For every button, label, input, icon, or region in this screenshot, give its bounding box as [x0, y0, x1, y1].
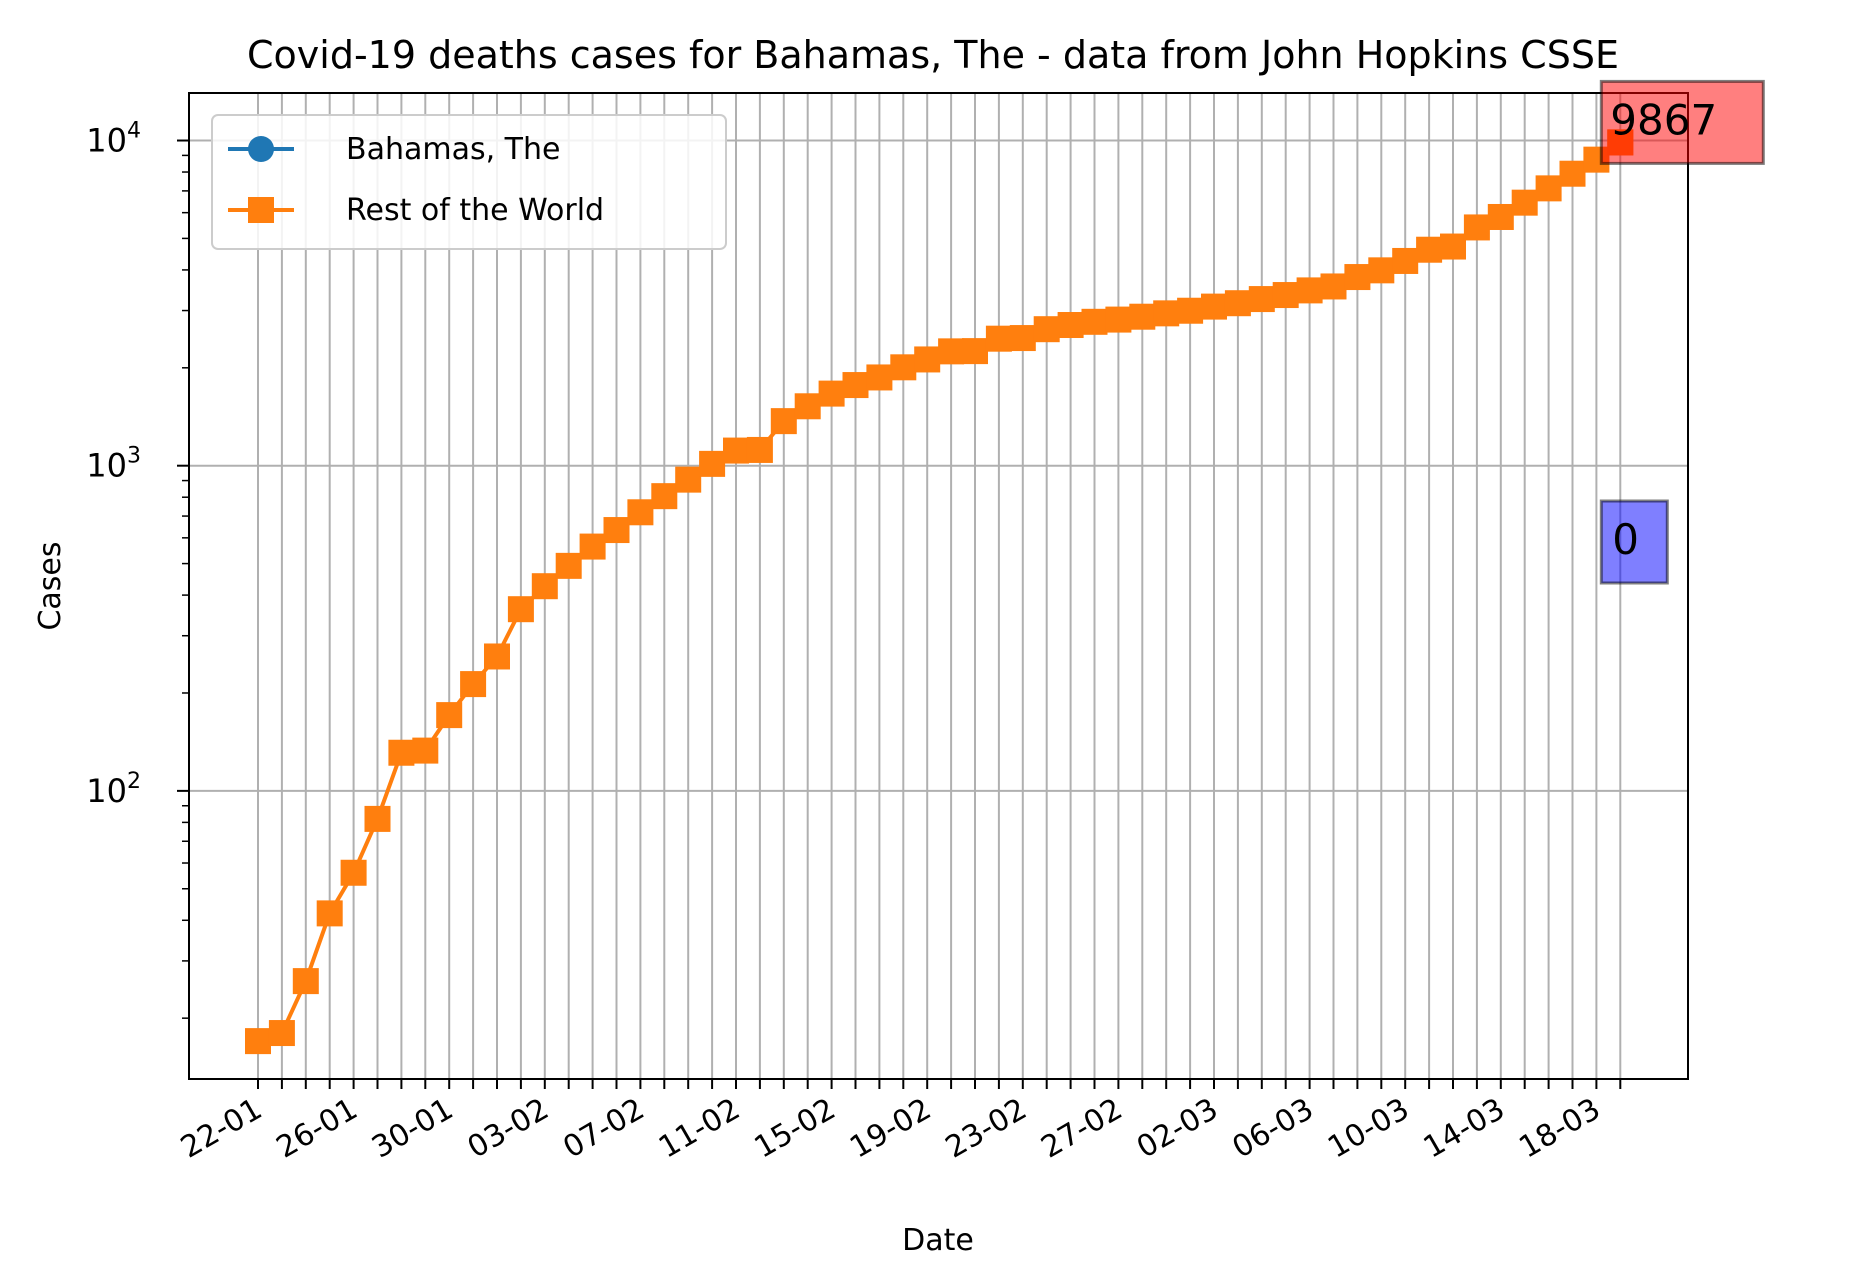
data-point-rest-of-world: [531, 573, 558, 600]
legend-label-bahamas: Bahamas, The: [346, 132, 560, 167]
data-point-rest-of-world: [1296, 277, 1323, 304]
plot-frame: [188, 92, 1689, 1080]
data-point-rest-of-world: [388, 739, 415, 766]
y-tick-label: 102: [86, 769, 141, 810]
data-point-rest-of-world: [1081, 308, 1108, 335]
data-point-rest-of-world: [962, 338, 988, 365]
data-point-rest-of-world: [651, 483, 678, 510]
data-point-rest-of-world: [1511, 189, 1538, 216]
data-point-rest-of-world: [316, 900, 343, 927]
data-point-rest-of-world: [460, 671, 487, 698]
grid: [189, 93, 1688, 1079]
data-point-rest-of-world: [1463, 214, 1490, 241]
data-point-rest-of-world: [436, 702, 463, 729]
data-point-rest-of-world: [292, 968, 319, 995]
data-point-rest-of-world: [1487, 203, 1514, 230]
data-point-rest-of-world: [555, 552, 582, 579]
data-point-rest-of-world: [1392, 247, 1419, 274]
data-point-rest-of-world: [268, 1020, 295, 1047]
data-point-rest-of-world: [1248, 286, 1275, 313]
data-point-rest-of-world: [627, 499, 654, 526]
legend: Bahamas, The Rest of the World: [211, 114, 727, 250]
data-point-rest-of-world: [1105, 306, 1132, 333]
data-point-rest-of-world: [723, 437, 749, 464]
chart-title: Covid-19 deaths cases for Bahamas, The -…: [247, 33, 1619, 77]
data-point-rest-of-world: [794, 393, 821, 420]
data-point-rest-of-world: [1368, 257, 1395, 284]
data-point-rest-of-world: [842, 372, 869, 399]
y-tick-label: 104: [86, 119, 141, 160]
y-tick-label: 103: [86, 444, 141, 485]
data-point-rest-of-world: [603, 517, 630, 544]
annotation-box-bahamas: [1599, 499, 1669, 585]
legend-frame: [211, 114, 727, 250]
data-point-rest-of-world: [1535, 175, 1562, 202]
data-point-rest-of-world: [818, 380, 845, 407]
last-point-rest-of-world: [1607, 129, 1634, 156]
data-point-rest-of-world: [746, 436, 773, 463]
data-point-rest-of-world: [985, 325, 1012, 352]
data-point-rest-of-world: [1559, 160, 1586, 187]
data-point-rest-of-world: [866, 364, 893, 391]
legend-label-rest-of-world: Rest of the World: [346, 193, 604, 228]
data-point-rest-of-world: [364, 805, 391, 832]
data-point-rest-of-world: [699, 450, 726, 477]
data-point-rest-of-world: [938, 338, 965, 365]
data-point-rest-of-world: [1153, 300, 1180, 327]
data-point-rest-of-world: [1057, 312, 1084, 339]
data-point-rest-of-world: [1201, 293, 1227, 320]
annotation-label-rest-of-world: 9867: [1610, 95, 1717, 144]
annotation-label-bahamas: 0: [1612, 515, 1639, 564]
y-axis-label: Cases: [33, 541, 68, 630]
series-layer: [245, 129, 1634, 1055]
x-axis-label: Date: [902, 1223, 974, 1258]
data-point-rest-of-world: [1129, 303, 1156, 330]
data-point-rest-of-world: [579, 533, 606, 560]
data-point-rest-of-world: [1033, 316, 1060, 343]
data-point-rest-of-world: [245, 1028, 271, 1055]
data-point-rest-of-world: [412, 737, 439, 764]
data-point-rest-of-world: [1224, 290, 1251, 317]
data-point-rest-of-world: [1009, 325, 1036, 352]
data-point-rest-of-world: [507, 596, 534, 623]
data-point-rest-of-world: [675, 466, 702, 493]
data-point-rest-of-world: [1272, 282, 1299, 309]
data-point-rest-of-world: [914, 346, 941, 373]
legend-marker-bahamas: [248, 136, 274, 162]
data-point-rest-of-world: [1177, 297, 1204, 324]
data-point-rest-of-world: [1416, 236, 1443, 263]
data-point-rest-of-world: [890, 354, 917, 381]
data-point-rest-of-world: [770, 408, 797, 435]
data-point-rest-of-world: [484, 643, 510, 670]
data-point-rest-of-world: [1344, 264, 1371, 291]
legend-marker-rest-of-world: [248, 197, 274, 223]
data-point-rest-of-world: [340, 859, 367, 886]
data-point-rest-of-world: [1320, 273, 1347, 300]
data-point-rest-of-world: [1440, 233, 1466, 260]
annotations: 9867 0: [1599, 79, 1765, 585]
